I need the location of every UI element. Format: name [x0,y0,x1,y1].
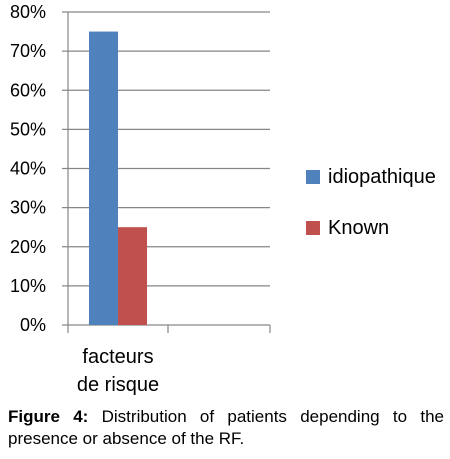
y-tick-label: 40% [10,159,46,179]
chart-legend: idiopathique Known [306,165,446,267]
y-tick-label: 70% [10,41,46,61]
bar-known [118,227,147,325]
legend-label-idiopathique: idiopathique [328,165,436,188]
bar-idiopathique [89,31,118,325]
y-tick-label: 0% [20,315,46,335]
y-tick-label: 10% [10,276,46,296]
y-tick-label: 20% [10,237,46,257]
legend-item-known: Known [306,216,446,240]
figure-caption-text: Distribution of patients depending to th… [8,407,444,448]
bar-chart: 0% 10% 20% 30% 40% 50% 60% 70% 80% facteurs de ris… [10,2,271,396]
figure-caption-label: Figure 4: [8,407,89,426]
legend-swatch-idiopathique [306,170,320,184]
x-category-label: facteurs [82,346,153,368]
legend-item-idiopathique: idiopathique [306,165,446,189]
y-tick-label: 60% [10,80,46,100]
y-tick-label: 50% [10,119,46,139]
legend-label-known: Known [328,216,390,239]
y-tick-label: 80% [10,2,46,22]
x-category-label: de risque [77,374,159,396]
figure-caption: Figure 4: Distribution of patients depen… [8,406,444,450]
legend-swatch-known [306,221,320,235]
y-tick-label: 30% [10,198,46,218]
